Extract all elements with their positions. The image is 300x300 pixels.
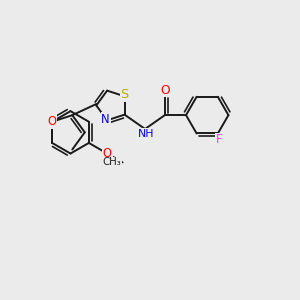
Text: NH: NH (137, 129, 154, 139)
Text: O: O (48, 115, 57, 128)
Text: S: S (120, 88, 129, 101)
Text: O: O (160, 84, 169, 97)
Text: F: F (216, 134, 223, 146)
Text: CH₃: CH₃ (102, 158, 121, 167)
Text: N: N (101, 113, 110, 126)
Text: O: O (103, 147, 112, 160)
